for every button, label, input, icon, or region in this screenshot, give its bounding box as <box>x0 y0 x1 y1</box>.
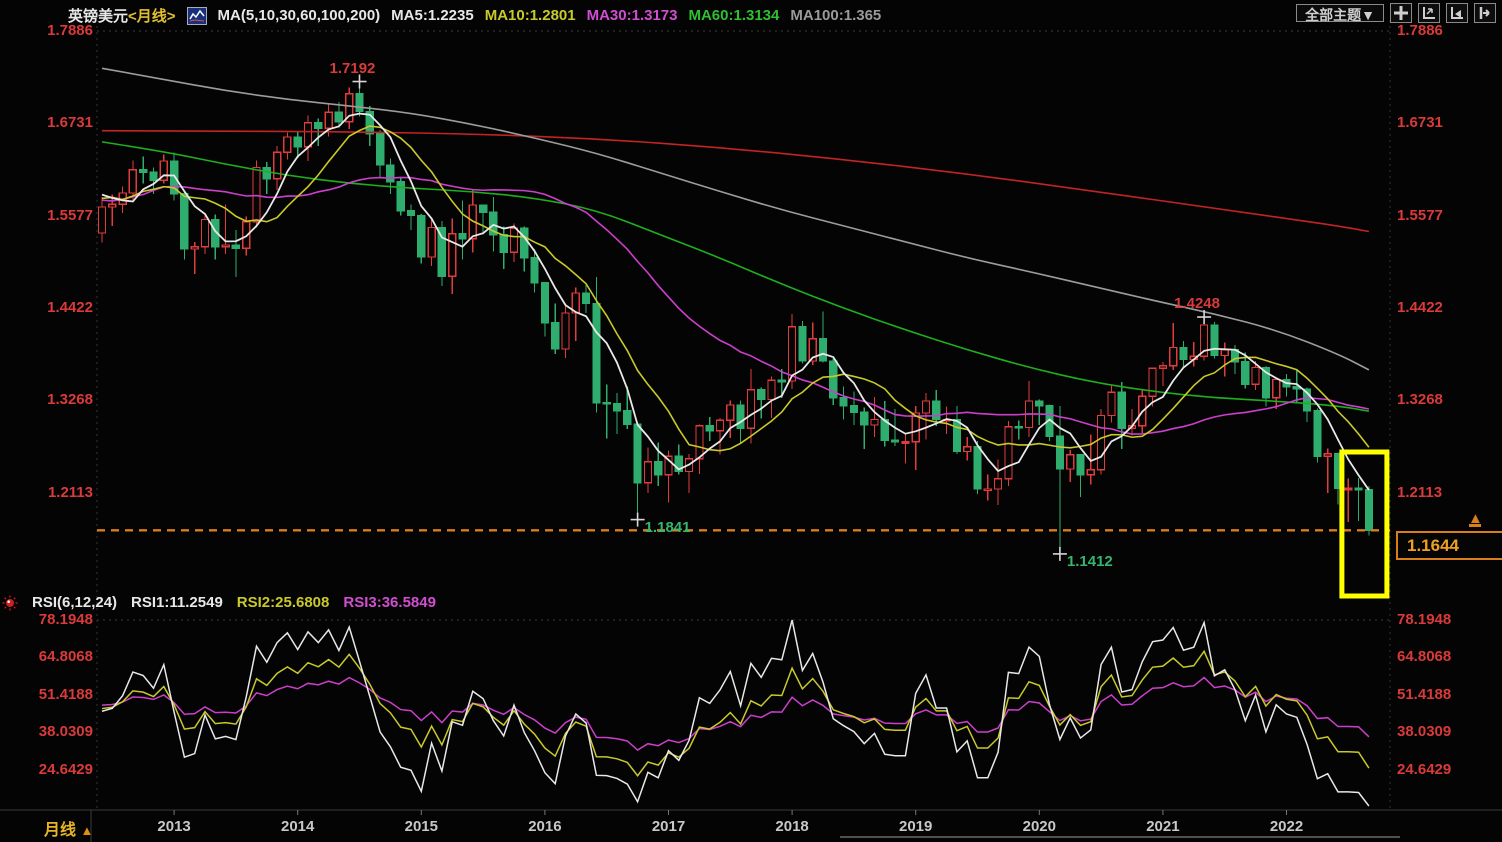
ma30-line <box>101 176 1370 435</box>
scale-axis-play-icon[interactable] <box>1446 3 1468 23</box>
page-forward-icon[interactable] <box>1474 3 1496 23</box>
price-annotation: 1.4248 <box>1174 295 1220 313</box>
ma200-line <box>101 129 1370 233</box>
rsi3-value: RSI3:36.5849 <box>343 594 436 611</box>
ma5-line <box>101 112 1370 491</box>
year-label: 2017 <box>651 818 686 835</box>
year-label: 2013 <box>157 818 191 835</box>
ma100-value: MA100:1.365 <box>790 7 882 24</box>
price-axis-label-left: 1.7886 <box>47 22 93 39</box>
ma60-value: MA60:1.3134 <box>688 7 780 24</box>
price-axis-label-left: 1.5577 <box>47 206 93 224</box>
ma10-line <box>101 125 1370 452</box>
chart-header: 英镑美元<月线> MA(5,10,30,60,100,200) MA5:1.22… <box>68 5 881 26</box>
rsi3-line <box>101 676 1370 751</box>
ma-settings-label: MA(5,10,30,60,100,200) <box>217 7 381 24</box>
price-axis-label-right: 1.2113 <box>1397 483 1443 501</box>
price-axis-label-left: 1.4422 <box>47 299 93 317</box>
symbol-name: 英镑美元 <box>68 8 129 25</box>
rsi-title: RSI(6,12,24) <box>32 594 118 611</box>
rsi-axis-label-left: 51.4188 <box>38 685 93 703</box>
rsi-axis-label-left: 38.0309 <box>38 723 93 741</box>
price-axis-label-left: 1.3268 <box>47 391 93 409</box>
grid-lines <box>0 20 1502 842</box>
year-label: 2015 <box>404 818 438 835</box>
year-label: 2016 <box>528 818 562 835</box>
rsi-axis-label-left: 24.6429 <box>38 760 93 778</box>
symbol-title: 英镑美元<月线> <box>68 5 176 26</box>
rsi-axis-label-right: 24.6429 <box>1397 760 1452 778</box>
crosshair-move-icon[interactable] <box>1390 3 1412 23</box>
theme-dropdown-button[interactable]: 全部主题▼ <box>1296 4 1384 23</box>
price-alert-up-arrow-icon: ▲ <box>1468 510 1483 527</box>
extreme-cross-marker <box>1052 546 1067 561</box>
price-axis-label-right: 1.7886 <box>1397 22 1443 39</box>
price-axis-label-left: 1.2113 <box>47 483 93 501</box>
year-label: 2022 <box>1269 818 1304 835</box>
scale-axis-left-icon[interactable] <box>1418 3 1440 23</box>
price-axis-label-right: 1.5577 <box>1397 206 1443 224</box>
rsi-axis-label-right: 38.0309 <box>1397 723 1452 741</box>
price-axis-label-right: 1.4422 <box>1397 299 1443 317</box>
rsi-axis-label-left: 64.8068 <box>38 648 93 666</box>
extreme-cross-marker <box>352 74 367 89</box>
period-selector[interactable]: 月线 ▲ <box>44 816 93 840</box>
price-axis-label-right: 1.3268 <box>1397 391 1443 409</box>
toolbar: 全部主题▼ <box>1296 3 1496 23</box>
rsi-axis-label-right: 64.8068 <box>1397 648 1452 666</box>
price-annotation: 1.1841 <box>644 518 691 536</box>
extreme-cross-marker <box>630 512 645 527</box>
ma100-line <box>101 67 1370 371</box>
ma5-value: MA5:1.2235 <box>391 7 474 24</box>
rsi2-value: RSI2:25.6808 <box>236 594 330 611</box>
ma10-value: MA10:1.2801 <box>484 7 576 24</box>
rsi-axis-label-right: 78.1948 <box>1397 611 1452 628</box>
rsi1-value: RSI1:11.2549 <box>131 594 223 611</box>
price-annotation: 1.7192 <box>329 59 376 77</box>
extreme-cross-marker <box>1197 310 1212 325</box>
year-label: 2019 <box>899 818 933 835</box>
ma60-line <box>101 141 1370 412</box>
period-tag: <月线> <box>128 8 176 25</box>
period-selector-arrow-icon: ▲ <box>80 823 94 838</box>
ma30-value: MA30:1.3173 <box>586 7 678 24</box>
highlight-box <box>1339 449 1390 599</box>
price-axis-label-right: 1.6731 <box>1397 114 1443 132</box>
rsi-axis-label-left: 78.1948 <box>38 611 93 628</box>
price-axis-label-left: 1.6731 <box>47 114 93 132</box>
red-dot-burst-icon[interactable] <box>2 595 18 611</box>
year-label: 2014 <box>281 818 315 835</box>
rsi2-line <box>101 649 1370 777</box>
rsi-header: RSI(6,12,24) RSI1:11.2549 RSI2:25.6808 R… <box>2 594 436 611</box>
mini-chart-icon[interactable] <box>186 6 207 25</box>
price-annotation: 1.1412 <box>1066 552 1113 570</box>
rsi-axis-label-right: 51.4188 <box>1397 685 1452 703</box>
year-label: 2018 <box>775 818 809 835</box>
candles <box>97 86 1374 549</box>
year-label: 2020 <box>1022 818 1056 835</box>
period-selector-label: 月线 <box>44 822 77 839</box>
year-label: 2021 <box>1146 818 1180 835</box>
current-price-tag: 1.1644 <box>1396 531 1502 560</box>
rsi1-line <box>101 619 1370 807</box>
